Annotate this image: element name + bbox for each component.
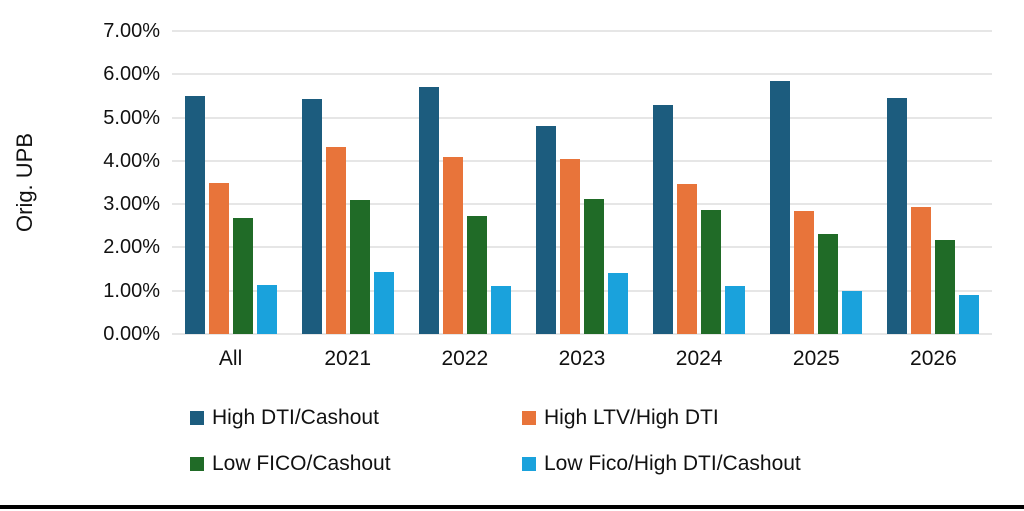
bottom-divider — [0, 505, 1024, 509]
y-tick-label: 3.00% — [103, 193, 160, 216]
y-tick-label: 6.00% — [103, 63, 160, 86]
gridline — [172, 289, 992, 292]
bar-group — [758, 31, 875, 334]
x-axis-label: 2025 — [792, 347, 840, 370]
gridline — [172, 246, 992, 249]
bar — [373, 271, 394, 334]
legend-label: High LTV/High DTI — [544, 406, 719, 429]
y-tick-label: 7.00% — [103, 20, 160, 42]
bar-group — [523, 31, 640, 334]
bar — [935, 239, 956, 334]
bar-group — [641, 31, 758, 334]
gridline — [172, 116, 992, 119]
legend-item: Low FICO/Cashout — [190, 452, 522, 476]
bar — [959, 295, 980, 334]
legend-item: High LTV/High DTI — [522, 406, 801, 430]
bar — [184, 95, 205, 334]
bar — [607, 272, 628, 334]
y-tick-label: 0.00% — [103, 323, 160, 345]
bar — [442, 157, 463, 334]
bar — [325, 147, 346, 334]
legend-item: High DTI/Cashout — [190, 406, 522, 430]
gridline — [172, 159, 992, 162]
legend-swatch-icon — [522, 457, 536, 471]
legend-item: Low Fico/High DTI/Cashout — [522, 452, 801, 476]
x-axis-labels: All 2021 2022 2023 2024 2025 2026 — [172, 347, 992, 371]
x-axis-label: 2022 — [441, 347, 489, 370]
legend-label: Low Fico/High DTI/Cashout — [544, 452, 801, 475]
bar — [466, 215, 487, 334]
legend: High DTI/Cashout High LTV/High DTI Low FIC… — [190, 406, 801, 476]
bar-group — [406, 31, 523, 334]
bar — [911, 206, 932, 334]
x-axis-label: 2026 — [910, 347, 957, 370]
gridline — [172, 73, 992, 76]
bar — [583, 199, 604, 334]
x-axis-label: 2024 — [675, 347, 723, 370]
bar — [725, 285, 746, 334]
x-axis-label: 2021 — [324, 347, 372, 370]
gridline — [172, 203, 992, 206]
bar — [559, 158, 580, 334]
legend-swatch-icon — [190, 457, 204, 471]
plot-area — [172, 30, 992, 335]
bar-groups — [172, 31, 992, 334]
x-axis-label: 2023 — [558, 347, 606, 370]
bar — [677, 183, 698, 334]
x-axis-label: All — [218, 347, 243, 370]
bar — [818, 233, 839, 334]
bar — [490, 285, 511, 334]
bar — [232, 218, 253, 334]
bar — [794, 211, 815, 334]
legend-label: High DTI/Cashout — [212, 406, 379, 429]
y-tick-label: 4.00% — [103, 149, 160, 172]
y-tick-label: 1.00% — [103, 279, 160, 302]
bar — [701, 209, 722, 334]
gridline — [172, 333, 992, 335]
bar-group — [875, 31, 992, 334]
bar — [418, 87, 439, 334]
bar-group — [172, 31, 289, 334]
y-tick-label: 2.00% — [103, 236, 160, 259]
bar — [301, 98, 322, 334]
y-axis-ticks: 7.00% 6.00% 5.00% 4.00% 3.00% 2.00% 1.00% 0.00% — [56, 20, 160, 345]
bar — [887, 97, 908, 334]
legend-swatch-icon — [190, 411, 204, 425]
bar-group — [289, 31, 406, 334]
y-tick-label: 5.00% — [103, 106, 160, 129]
bar — [842, 290, 863, 334]
bar — [349, 199, 370, 334]
bar — [770, 80, 791, 334]
bar — [535, 125, 556, 334]
gridline — [172, 30, 992, 32]
legend-label: Low FICO/Cashout — [212, 452, 391, 475]
bar — [256, 285, 277, 334]
legend-swatch-icon — [522, 411, 536, 425]
bar — [208, 182, 229, 334]
bar — [653, 105, 674, 334]
y-axis-title: Orig. UPB — [12, 132, 37, 233]
